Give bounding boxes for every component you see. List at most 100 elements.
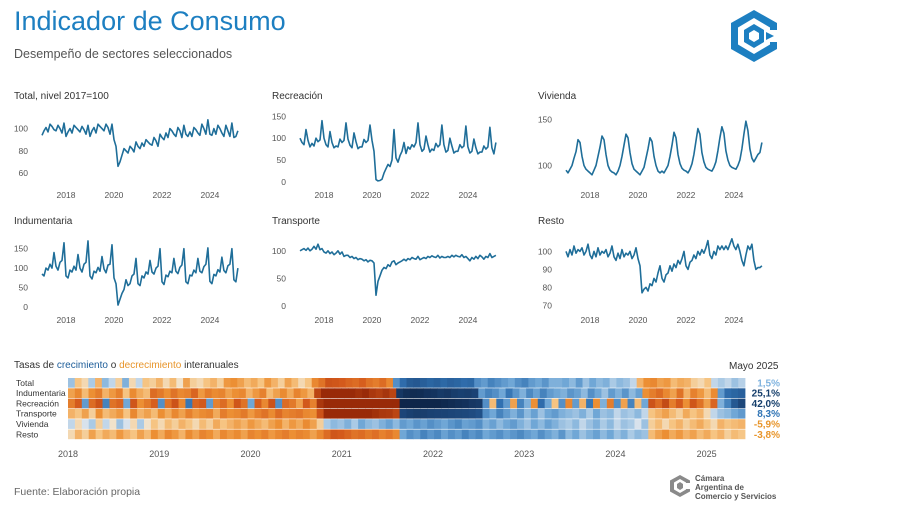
heatmap-cell (717, 378, 726, 388)
heatmap-cell (135, 378, 143, 388)
heatmap-cell (115, 378, 123, 388)
heatmap-cell (189, 378, 198, 388)
x-tick-label: 2018 (581, 315, 600, 325)
heatmap-x-tick-label: 2025 (697, 449, 717, 459)
heatmap-cell (206, 419, 214, 429)
heatmap-cell (88, 388, 96, 398)
heatmap-cell (192, 419, 200, 429)
heatmap-cell (232, 388, 240, 398)
heatmap-cell (150, 388, 158, 398)
heatmap-cell (185, 419, 193, 429)
heatmap-cell (613, 408, 622, 419)
heatmap-cell (689, 419, 698, 429)
heatmap-cell (551, 408, 559, 419)
heatmap-cell (273, 388, 281, 398)
heatmap-cell (101, 378, 110, 388)
heatmap-cell (505, 388, 513, 398)
heatmap-cell (176, 378, 184, 388)
heatmap-cell (648, 398, 656, 409)
heatmap-cell (587, 388, 595, 398)
heatmap-cell (351, 419, 359, 429)
heatmap-cell (684, 378, 692, 388)
heatmap-cell (496, 408, 504, 419)
heatmap-cell (178, 408, 186, 419)
heatmap-cell (704, 378, 712, 388)
heatmap-cell (682, 398, 691, 409)
heatmap-cell (213, 408, 221, 419)
heatmap-cell (447, 378, 455, 388)
heatmap-x-tick-label: 2018 (58, 449, 78, 459)
heatmap-cell (427, 408, 435, 419)
heatmap-cell (434, 419, 442, 429)
heatmap-cell (74, 388, 83, 398)
heatmap-cell (233, 398, 242, 409)
heatmap-cell (606, 419, 615, 429)
heatmap-cell (551, 419, 559, 429)
heatmap-cell (648, 429, 656, 440)
heatmap-cell (199, 419, 207, 429)
heatmap-cell (323, 429, 331, 440)
heatmap-cell (523, 429, 532, 440)
heatmap-cell (385, 419, 394, 429)
line-chart-vivienda: 100 150 2018 2020 2022 2024 (538, 114, 763, 200)
heatmap-cell (130, 419, 138, 429)
heatmap-cell (123, 398, 131, 409)
heatmap-cell (247, 429, 255, 440)
heatmap-cell (580, 388, 589, 398)
heatmap-cell (275, 408, 283, 419)
heatmap-cell (460, 378, 468, 388)
heatmap-cell (579, 408, 587, 419)
heatmap-cell (206, 398, 214, 409)
heatmap-cell (703, 408, 711, 419)
x-tick-label: 2020 (105, 190, 124, 200)
heatmap-cell (655, 429, 663, 440)
heatmap-cell (392, 378, 401, 388)
heatmap-cell (314, 388, 322, 398)
heatmap-cell (634, 398, 642, 409)
y-tick-label: 100 (538, 246, 552, 256)
heatmap-cell (427, 429, 435, 440)
heatmap-cell (510, 429, 518, 440)
heatmap-cell (171, 419, 179, 429)
heatmap-cell (203, 378, 211, 388)
heatmap-cell (406, 408, 414, 419)
heatmap-cell (669, 429, 677, 440)
heatmap-cell (351, 408, 359, 419)
heatmap-cell (330, 419, 338, 429)
heatmap-cell (594, 388, 602, 398)
heatmap-cell (275, 429, 283, 440)
heatmap-cell (116, 398, 124, 409)
heatmap-cell (503, 398, 511, 409)
heatmap-cell (471, 388, 479, 398)
heatmap-cell (318, 378, 326, 388)
heatmap-cell (620, 419, 628, 429)
heatmap-cell (406, 398, 414, 409)
heatmap-cell (599, 398, 608, 409)
heatmap-cell (444, 388, 452, 398)
heatmap-cell (567, 388, 575, 398)
heatmap-cell (440, 378, 448, 388)
heatmap-cell (496, 429, 504, 440)
heatmap-cell (710, 429, 718, 440)
heatmap-cell (482, 419, 490, 429)
heatmap-cell (710, 419, 718, 429)
heatmap-cell (225, 388, 233, 398)
heatmap-x-tick-label: 2019 (149, 449, 169, 459)
heatmap-cell (68, 378, 76, 388)
heatmap-cell (517, 398, 525, 409)
heatmap-cell (416, 388, 424, 398)
heatmap-cell (307, 388, 315, 398)
heatmap-cell (670, 378, 678, 388)
heatmap-cell (461, 398, 470, 409)
heatmap-cell (286, 388, 295, 398)
heatmap-cell (295, 429, 304, 440)
heatmap-cell (656, 388, 664, 398)
heatmap-cell (468, 419, 476, 429)
heatmap-cell (434, 429, 442, 440)
heatmap-cell (441, 429, 449, 440)
x-tick-label: 2020 (105, 315, 124, 325)
heatmap-cell (247, 419, 255, 429)
heatmap-cell (68, 388, 76, 398)
heatmap-cell (565, 398, 573, 409)
heatmap-cell (162, 378, 170, 388)
